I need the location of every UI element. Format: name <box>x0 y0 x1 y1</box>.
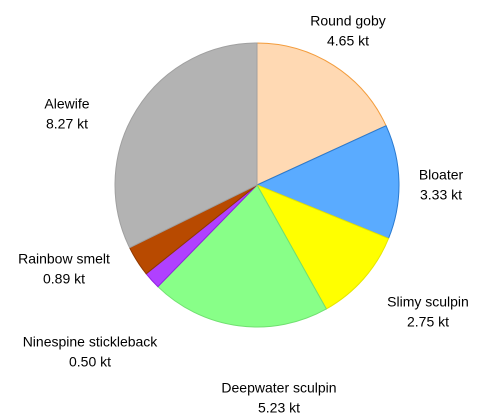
slice-label: Slimy sculpin <box>387 294 469 310</box>
slice-label: Bloater <box>419 167 464 183</box>
pie-slice <box>114 42 258 249</box>
slice-value-label: 0.50 kt <box>69 354 111 370</box>
slice-label: Round goby <box>310 13 386 29</box>
slice-value-label: 5.23 kt <box>258 400 300 416</box>
slice-value-label: 2.75 kt <box>407 314 449 330</box>
slice-value-label: 3.33 kt <box>420 187 462 203</box>
pie-slice <box>255 125 400 240</box>
slice-label: Deepwater sculpin <box>221 380 336 396</box>
slice-label: Ninespine stickleback <box>23 334 159 350</box>
slice-value-label: 8.27 kt <box>46 116 88 132</box>
slice-label: Alewife <box>44 96 89 112</box>
slice-value-label: 4.65 kt <box>327 33 369 49</box>
slice-value-label: 0.89 kt <box>43 271 85 287</box>
pie-slice <box>157 184 328 328</box>
pie-slice <box>256 42 387 186</box>
pie-slice <box>255 183 390 310</box>
slice-label: Rainbow smelt <box>18 251 110 267</box>
